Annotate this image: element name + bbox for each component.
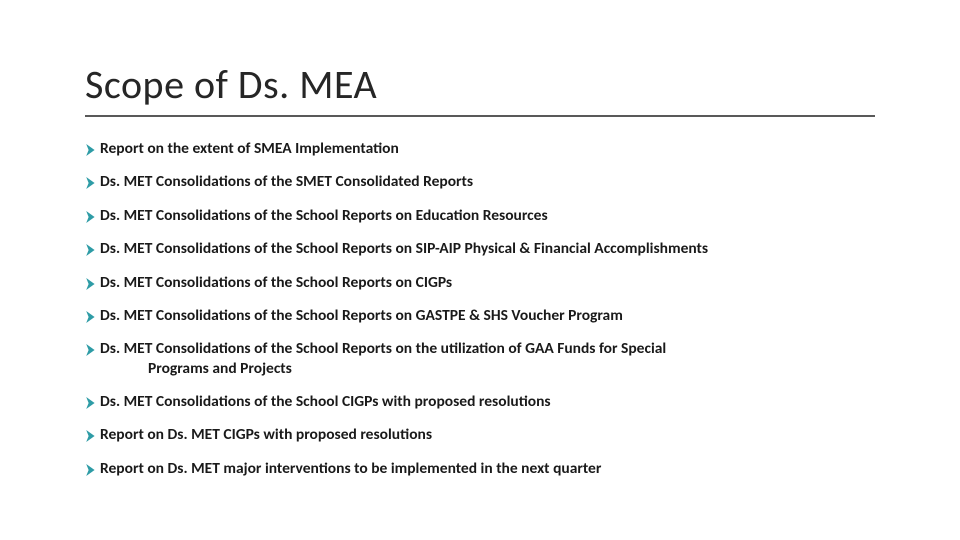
list-item-text: Report on Ds. MET major interventions to…: [100, 459, 875, 478]
list-item: Ds. MET Consolidations of the School Rep…: [85, 239, 875, 258]
slide-title: Scope of Ds. MEA: [85, 60, 875, 117]
list-item-text: Ds. MET Consolidations of the School Rep…: [100, 206, 875, 225]
bullet-list: Report on the extent of SMEA Implementat…: [85, 139, 875, 478]
list-item-text: Ds. MET Consolidations of the School Rep…: [100, 239, 875, 258]
slide: Scope of Ds. MEA Report on the extent of…: [0, 0, 960, 540]
chevron-right-icon: [85, 276, 97, 288]
chevron-right-icon: [85, 209, 97, 221]
list-item: Report on Ds. MET major interventions to…: [85, 459, 875, 478]
list-item: Ds. MET Consolidations of the School Rep…: [85, 273, 875, 292]
chevron-right-icon: [85, 242, 97, 254]
chevron-right-icon: [85, 462, 97, 474]
list-item-text: Ds. MET Consolidations of the School Rep…: [100, 273, 875, 292]
list-item-text: Ds. MET Consolidations of the SMET Conso…: [100, 172, 875, 191]
chevron-right-icon: [85, 309, 97, 321]
chevron-right-icon: [85, 395, 97, 407]
list-item: Ds. MET Consolidations of the SMET Conso…: [85, 172, 875, 191]
list-item-text: Report on the extent of SMEA Implementat…: [100, 139, 875, 158]
list-item: Ds. MET Consolidations of the School Rep…: [85, 306, 875, 325]
list-item: Ds. MET Consolidations of the School CIG…: [85, 392, 875, 411]
chevron-right-icon: [85, 175, 97, 187]
list-item-text: Ds. MET Consolidations of the School Rep…: [100, 306, 875, 325]
list-item: Ds. MET Consolidations of the School Rep…: [85, 206, 875, 225]
list-item-text: Ds. MET Consolidations of the School Rep…: [100, 339, 875, 378]
list-item-text-line2: Programs and Projects: [100, 359, 875, 378]
list-item: Ds. MET Consolidations of the School Rep…: [85, 339, 875, 378]
list-item-text: Report on Ds. MET CIGPs with proposed re…: [100, 425, 875, 444]
list-item-text: Ds. MET Consolidations of the School CIG…: [100, 392, 875, 411]
list-item: Report on Ds. MET CIGPs with proposed re…: [85, 425, 875, 444]
chevron-right-icon: [85, 142, 97, 154]
list-item: Report on the extent of SMEA Implementat…: [85, 139, 875, 158]
chevron-right-icon: [85, 428, 97, 440]
chevron-right-icon: [85, 342, 97, 354]
